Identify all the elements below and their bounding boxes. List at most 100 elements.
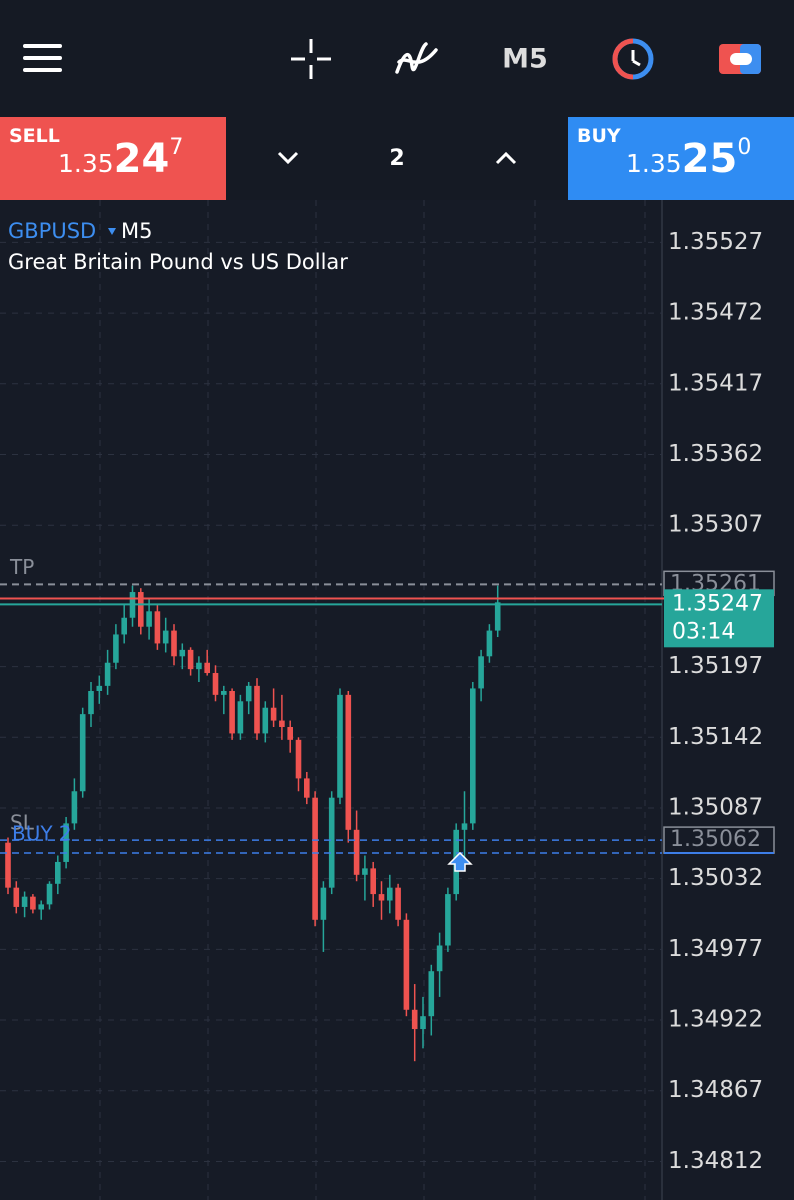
lot-size[interactable]: 2 bbox=[389, 146, 404, 171]
candle-body bbox=[387, 887, 393, 901]
chart-background bbox=[0, 200, 794, 1200]
candle-body bbox=[104, 662, 111, 686]
candle-body bbox=[378, 894, 385, 901]
candle-body bbox=[121, 617, 127, 635]
toolbar: M5 bbox=[0, 0, 794, 116]
candle-body bbox=[162, 630, 169, 644]
vertical-grid bbox=[99, 200, 646, 1200]
bar-countdown: 03:14 bbox=[672, 619, 735, 644]
candle-body bbox=[461, 823, 468, 830]
candle-body bbox=[395, 887, 401, 920]
candle-body bbox=[436, 945, 443, 972]
candle-body bbox=[221, 691, 227, 695]
candle-body bbox=[428, 971, 435, 1017]
subtitle: Great Britain Pound vs US Dollar bbox=[8, 250, 348, 274]
candle-body bbox=[245, 685, 252, 702]
candle-body bbox=[196, 662, 202, 670]
buy-button[interactable]: BUY 1.35250 bbox=[568, 117, 794, 200]
bid-price: 1.35247 bbox=[672, 591, 763, 616]
candle-body bbox=[328, 797, 335, 888]
indicators-button[interactable] bbox=[395, 42, 438, 74]
candle-body bbox=[279, 720, 285, 727]
candle-body bbox=[478, 656, 484, 689]
candle-body bbox=[229, 691, 235, 734]
y-tick-label: 1.34977 bbox=[668, 936, 763, 962]
candle-body bbox=[470, 688, 476, 824]
toolbar-icons: M5 bbox=[23, 38, 761, 80]
stop-loss-price: 1.35062 bbox=[670, 827, 761, 852]
clock-button[interactable] bbox=[612, 38, 654, 80]
candle-body bbox=[154, 611, 161, 644]
y-tick-label: 1.35087 bbox=[668, 794, 763, 820]
y-tick-label: 1.35307 bbox=[668, 512, 763, 538]
candle-body bbox=[46, 883, 53, 905]
candle-body bbox=[312, 797, 318, 920]
timeframe-button[interactable]: M5 bbox=[502, 44, 548, 75]
candle-body bbox=[88, 691, 94, 715]
sell-price: 1.35247 bbox=[58, 135, 183, 182]
candle-body bbox=[287, 726, 293, 740]
candle-body bbox=[445, 894, 451, 946]
candle-body bbox=[146, 611, 152, 627]
y-tick-label: 1.35527 bbox=[668, 229, 763, 255]
y-tick-label: 1.35417 bbox=[668, 370, 763, 396]
stop-loss-name: SL bbox=[10, 811, 35, 835]
candle-body bbox=[353, 829, 360, 875]
candle-body bbox=[370, 868, 376, 895]
candle-body bbox=[96, 685, 103, 692]
symbol-dropdown[interactable] bbox=[108, 228, 116, 235]
candle-body bbox=[237, 701, 244, 734]
candle-body bbox=[5, 842, 11, 888]
candle-body bbox=[21, 896, 28, 907]
y-tick-label: 1.34867 bbox=[668, 1077, 763, 1103]
candle-body bbox=[55, 861, 61, 884]
bid-tag bbox=[664, 589, 774, 648]
candle-body bbox=[420, 1016, 426, 1030]
timeframe: M5 bbox=[121, 219, 152, 243]
candle-body bbox=[79, 714, 86, 792]
y-tick-label: 1.35472 bbox=[668, 300, 763, 326]
price-tail: 7 bbox=[169, 135, 184, 160]
candle-body bbox=[71, 791, 78, 824]
price-head: 1.35 bbox=[626, 149, 682, 178]
candle-body bbox=[403, 919, 410, 1010]
candle-body bbox=[30, 896, 36, 910]
sell-button[interactable]: SELL 1.35247 bbox=[0, 117, 226, 200]
candle-body bbox=[411, 1009, 418, 1030]
candle-body bbox=[138, 592, 144, 627]
candle-body bbox=[179, 649, 186, 657]
y-tick-label: 1.35362 bbox=[668, 441, 763, 467]
candle-body bbox=[295, 739, 302, 779]
candle-body bbox=[270, 707, 277, 721]
candle-body bbox=[362, 868, 368, 875]
position-name: BUY 2 bbox=[12, 821, 72, 845]
symbol[interactable]: GBPUSD bbox=[8, 219, 96, 243]
candle-body bbox=[304, 778, 310, 798]
entry-arrow bbox=[447, 851, 473, 872]
y-tick-label: 1.35032 bbox=[668, 865, 763, 891]
y-tick-label: 1.34922 bbox=[668, 1007, 763, 1033]
price-head: 1.35 bbox=[58, 149, 114, 178]
price-tail: 0 bbox=[737, 135, 752, 160]
candle-body bbox=[204, 662, 210, 674]
candle-body bbox=[262, 707, 269, 734]
candle-body bbox=[187, 649, 194, 670]
increase-lot[interactable] bbox=[495, 151, 517, 165]
buy-label: BUY bbox=[577, 125, 621, 147]
y-tick-label: 1.35142 bbox=[668, 724, 763, 750]
decrease-lot[interactable] bbox=[277, 151, 299, 165]
candle-body bbox=[345, 694, 352, 830]
lot-selector: 2 bbox=[277, 146, 517, 171]
candle-body bbox=[38, 904, 44, 910]
buy-price: 1.35250 bbox=[626, 135, 751, 182]
crosshair-button[interactable] bbox=[291, 39, 331, 79]
candle-body bbox=[113, 634, 119, 663]
price-big: 24 bbox=[113, 136, 170, 182]
y-tick-label: 1.34812 bbox=[668, 1148, 763, 1174]
take-profit-name: TP bbox=[9, 555, 34, 579]
menu-button[interactable] bbox=[23, 44, 62, 72]
sell-label: SELL bbox=[9, 125, 60, 147]
trade-toggle-button[interactable] bbox=[719, 44, 761, 74]
candle-body bbox=[13, 887, 20, 907]
